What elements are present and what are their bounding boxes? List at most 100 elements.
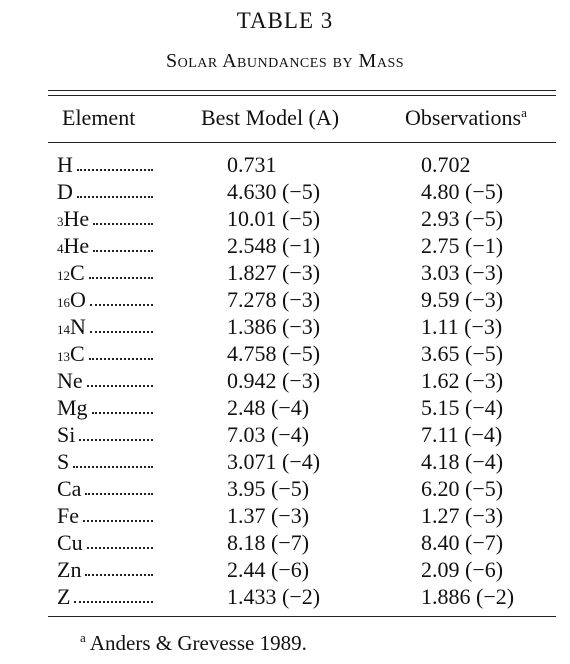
observation-value: 0.702 — [421, 152, 471, 177]
table-row: 13 C 4.758 (−5) 3.65 (−5) — [0, 341, 570, 368]
observation-value: 1.62 (−3) — [421, 368, 504, 393]
mass-number: 12 — [57, 268, 70, 283]
table-row: Mg 2.48 (−4) 5.15 (−4) — [0, 395, 570, 422]
dot-leader — [83, 520, 153, 522]
element-cell: H — [57, 152, 73, 178]
element-cell: 3 He — [57, 206, 89, 232]
element-cell: 14 N — [57, 314, 86, 340]
observation-value: 3.65 (−5) — [421, 341, 504, 366]
element-cell: 13 C — [57, 341, 85, 367]
element-symbol: Mg — [57, 395, 88, 420]
rule — [48, 95, 556, 96]
dot-leader — [88, 277, 153, 279]
element-symbol: Ca — [57, 476, 82, 501]
dot-leader — [93, 250, 153, 252]
dot-leader — [85, 493, 153, 495]
dot-leader — [88, 358, 153, 360]
best-model-value: 3.95 (−5) — [227, 476, 310, 501]
table-row: Cu 8.18 (−7) 8.40 (−7) — [0, 530, 570, 557]
table-row: 16 O 7.278 (−3) 9.59 (−3) — [0, 287, 570, 314]
element-symbol: Ne — [57, 368, 83, 393]
observation-value: 3.03 (−3) — [421, 260, 504, 285]
element-cell: D — [57, 179, 73, 205]
dot-leader — [86, 385, 153, 387]
element-symbol: He — [63, 233, 90, 258]
observation-value: 6.20 (−5) — [421, 476, 504, 501]
table-row: S 3.071 (−4) 4.18 (−4) — [0, 449, 570, 476]
dot-leader — [86, 547, 153, 549]
element-cell: 4 He — [57, 233, 89, 259]
element-cell: 16 O — [57, 287, 86, 313]
observation-value: 1.27 (−3) — [421, 503, 504, 528]
dot-leader — [85, 574, 153, 576]
observation-value: 5.15 (−4) — [421, 395, 504, 420]
element-symbol: N — [70, 314, 86, 339]
best-model-value: 8.18 (−7) — [227, 530, 310, 555]
best-model-value: 1.37 (−3) — [227, 503, 310, 528]
element-cell: Ne — [57, 368, 83, 394]
column-header-text: Observations — [405, 105, 522, 130]
element-symbol: O — [70, 287, 86, 312]
observation-value: 2.93 (−5) — [421, 206, 504, 231]
mass-number: 3 — [57, 214, 64, 229]
footnote-mark: a — [521, 105, 527, 120]
mass-number: 13 — [57, 349, 70, 364]
element-cell: 12 C — [57, 260, 85, 286]
element-cell: Z — [57, 584, 70, 610]
element-symbol: H — [57, 152, 73, 177]
element-symbol: Si — [57, 422, 76, 447]
element-cell: S — [57, 449, 69, 475]
best-model-value: 3.071 (−4) — [227, 449, 321, 474]
element-symbol: Z — [57, 584, 71, 609]
best-model-value: 2.548 (−1) — [227, 233, 321, 258]
best-model-value: 1.433 (−2) — [227, 584, 321, 609]
best-model-value: 2.44 (−6) — [227, 557, 310, 582]
dot-leader — [79, 439, 153, 441]
best-model-value: 10.01 (−5) — [227, 206, 321, 231]
best-model-value: 4.758 (−5) — [227, 341, 321, 366]
table-row: Z 1.433 (−2) 1.886 (−2) — [0, 584, 570, 611]
table-row: H 0.731 0.702 — [0, 152, 570, 179]
mass-number: 14 — [57, 322, 70, 337]
observation-value: 9.59 (−3) — [421, 287, 504, 312]
observation-value: 1.886 (−2) — [421, 584, 515, 609]
element-cell: Cu — [57, 530, 83, 556]
best-model-value: 4.630 (−5) — [227, 179, 321, 204]
element-cell: Mg — [57, 395, 88, 421]
rule — [48, 142, 556, 143]
best-model-value: 1.386 (−3) — [227, 314, 321, 339]
table-subtitle: Solar Abundances by Mass — [165, 50, 405, 72]
element-cell: Si — [57, 422, 75, 448]
element-symbol: C — [70, 260, 85, 285]
element-symbol: D — [57, 179, 73, 204]
dot-leader — [93, 223, 153, 225]
element-symbol: Fe — [57, 503, 79, 528]
best-model-value: 0.942 (−3) — [227, 368, 321, 393]
dot-leader — [89, 331, 153, 333]
rule — [48, 90, 556, 91]
observation-value: 2.09 (−6) — [421, 557, 504, 582]
best-model-value: 2.48 (−4) — [227, 395, 310, 420]
table-row: Si 7.03 (−4) 7.11 (−4) — [0, 422, 570, 449]
table-row: D 4.630 (−5) 4.80 (−5) — [0, 179, 570, 206]
table-row: Ca 3.95 (−5) 6.20 (−5) — [0, 476, 570, 503]
dot-leader — [91, 412, 153, 414]
table-row: 12 C 1.827 (−3) 3.03 (−3) — [0, 260, 570, 287]
element-symbol: Cu — [57, 530, 83, 555]
table-row: 4 He 2.548 (−1) 2.75 (−1) — [0, 233, 570, 260]
table-row: 14 N 1.386 (−3) 1.11 (−3) — [0, 314, 570, 341]
footnote-mark: a — [80, 630, 86, 645]
best-model-value: 0.731 — [227, 152, 277, 177]
mass-number: 16 — [57, 295, 70, 310]
element-symbol: Zn — [57, 557, 82, 582]
element-cell: Fe — [57, 503, 79, 529]
footnote-text: Anders & Grevesse 1989. — [89, 631, 307, 655]
column-header: Observationsa — [405, 105, 527, 131]
rule — [48, 616, 556, 617]
best-model-value: 7.03 (−4) — [227, 422, 310, 447]
dot-leader — [76, 169, 153, 171]
table-row: 3 He 10.01 (−5) 2.93 (−5) — [0, 206, 570, 233]
element-symbol: C — [70, 341, 85, 366]
table-title: TABLE 3 — [236, 8, 334, 33]
